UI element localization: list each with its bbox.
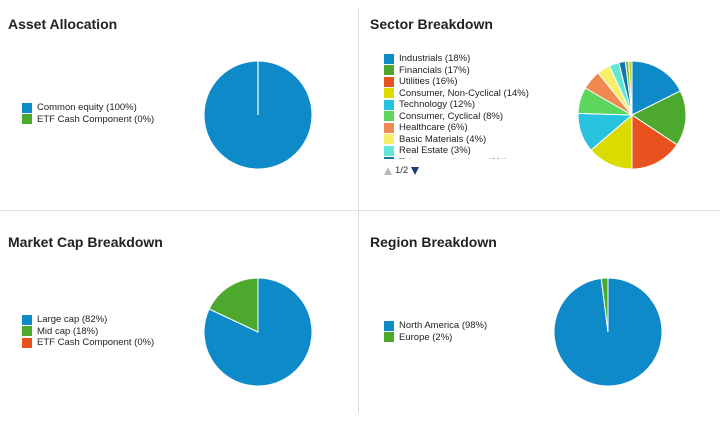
sector-breakdown-title: Sector Breakdown (370, 16, 493, 32)
legend-item-real-estate[interactable]: Real Estate (3%) (384, 145, 559, 157)
legend-label: Mid cap (18%) (37, 325, 99, 337)
legend-pager: 1/2 (384, 165, 420, 176)
legend-label: ETF Cash Component (0%) (37, 337, 155, 348)
legend-item-europe[interactable]: Europe (2%) (384, 332, 487, 344)
page-up-arrow-icon[interactable] (384, 166, 392, 175)
legend-label: Consumer, Non-Cyclical (14%) (399, 87, 529, 99)
asset-allocation-pie (203, 60, 313, 170)
legend-item-mid-cap[interactable]: Mid cap (18%) (22, 326, 154, 338)
pie-slice-europe[interactable] (600, 277, 609, 333)
legend-swatch (384, 111, 394, 122)
legend-label: Industrials (18%) (399, 53, 471, 64)
market-cap-panel: Market Cap Breakdown Large cap (82%) Mid … (0, 218, 360, 427)
region-breakdown-panel: Region Breakdown North America (98%) Euro… (362, 218, 720, 427)
pie-slice-utilities[interactable] (631, 114, 678, 170)
legend-swatch (384, 122, 394, 133)
pie-slice-financials[interactable] (631, 90, 687, 146)
legend-swatch (22, 337, 32, 348)
legend-label: Healthcare (6%) (399, 122, 468, 133)
horizontal-divider (0, 210, 720, 211)
region-breakdown-pie (553, 277, 663, 387)
legend-item-consumer-cyclical[interactable]: Consumer, Cyclical (8%) (384, 111, 559, 123)
asset-allocation-title: Asset Allocation (8, 16, 118, 32)
legend-item-etf-cash-component[interactable]: ETF Cash Component (0%) (22, 114, 154, 126)
legend-swatch (384, 99, 394, 110)
legend-label: Europe (2%) (399, 331, 453, 343)
legend-swatch (384, 65, 394, 76)
legend-swatch (384, 53, 394, 64)
legend-swatch (384, 320, 394, 331)
legend-swatch (384, 76, 394, 87)
legend-swatch (22, 102, 32, 113)
legend-item-large-cap[interactable]: Large cap (82%) (22, 314, 154, 326)
legend-swatch (384, 157, 394, 159)
market-cap-pie (203, 277, 313, 387)
legend-label: Financials (17%) (399, 64, 470, 76)
legend-item-technology[interactable]: Technology (12%) (384, 99, 559, 111)
legend-swatch (22, 326, 32, 337)
page-indicator: 1/2 (395, 165, 409, 176)
legend-swatch (22, 314, 32, 325)
legend-label: Real Estate (3%) (399, 145, 471, 156)
legend-label: North America (98%) (399, 320, 488, 331)
pie-slice-mid-cap[interactable] (208, 277, 259, 333)
legend-swatch (384, 134, 394, 145)
sector-breakdown-legend: Industrials (18%) Financials (17%) Utiliti… (384, 53, 559, 159)
page-down-arrow-icon[interactable] (411, 166, 420, 175)
legend-label: Consumer, Cyclical (8%) (399, 110, 503, 122)
sector-breakdown-panel: Sector Breakdown Industrials (18%) Financ… (362, 0, 720, 209)
legend-label: Large cap (82%) (37, 314, 108, 325)
legend-item-consumer-non-cyclical[interactable]: Consumer, Non-Cyclical (14%) (384, 88, 559, 100)
legend-swatch (22, 114, 32, 125)
region-breakdown-legend: North America (98%) Europe (2%) (384, 320, 487, 343)
legend-label: ETF Cash Component (0%) (37, 113, 155, 125)
legend-label: Common equity (100%) (37, 102, 137, 113)
legend-item-north-america[interactable]: North America (98%) (384, 320, 487, 332)
legend-item-telecommunications[interactable]: Telecommunications (2%) (384, 157, 559, 160)
legend-label: Technology (12%) (399, 99, 476, 110)
legend-label: Telecommunications (2%) (399, 157, 508, 160)
legend-swatch (384, 332, 394, 343)
pie-slice-industrials[interactable] (631, 60, 682, 116)
legend-item-etf-cash-component[interactable]: ETF Cash Component (0%) (22, 337, 154, 349)
legend-swatch (384, 88, 394, 99)
market-cap-title: Market Cap Breakdown (8, 234, 163, 250)
market-cap-legend: Large cap (82%) Mid cap (18%) ETF Cash Com… (22, 314, 154, 349)
legend-item-healthcare[interactable]: Healthcare (6%) (384, 122, 559, 134)
pie-slice-other-2[interactable] (628, 60, 633, 116)
asset-allocation-legend: Common equity (100%) ETF Cash Component (… (22, 102, 154, 125)
legend-item-basic-materials[interactable]: Basic Materials (4%) (384, 134, 559, 146)
asset-allocation-panel: Asset Allocation Common equity (100%) ETF… (0, 0, 360, 209)
legend-item-industrials[interactable]: Industrials (18%) (384, 53, 559, 65)
legend-item-common-equity[interactable]: Common equity (100%) (22, 102, 154, 114)
legend-item-financials[interactable]: Financials (17%) (384, 65, 559, 77)
legend-label: Basic Materials (4%) (399, 133, 487, 145)
legend-item-utilities[interactable]: Utilities (16%) (384, 76, 559, 88)
legend-label: Utilities (16%) (399, 76, 458, 87)
region-breakdown-title: Region Breakdown (370, 234, 497, 250)
legend-swatch (384, 145, 394, 156)
sector-breakdown-pie (577, 60, 687, 170)
